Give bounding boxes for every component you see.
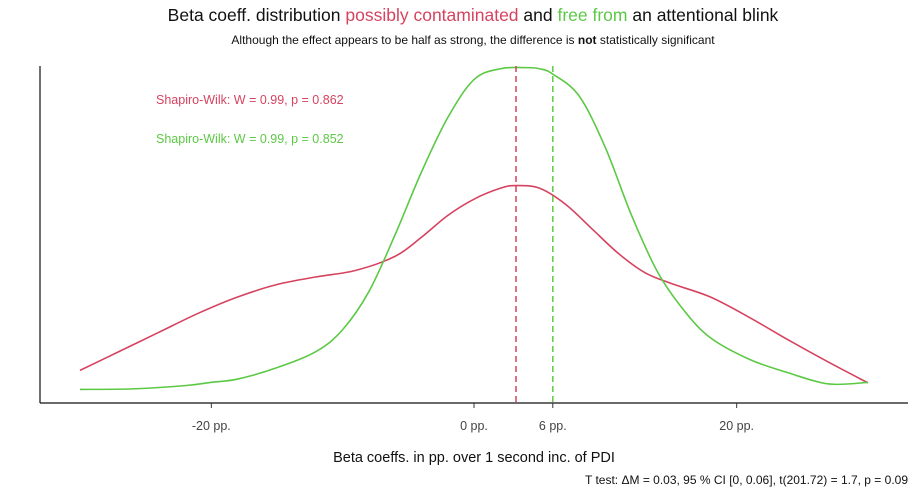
title-part-5: an attentional blink xyxy=(627,5,779,25)
shapiro-wilk-contaminated: Shapiro-Wilk: W = 0.99, p = 0.862 xyxy=(156,93,344,107)
mean-lines xyxy=(515,66,554,403)
title-part-free: free from xyxy=(557,5,628,25)
density-curve-free xyxy=(79,66,869,391)
chart-title: Beta coeff. distribution possibly contam… xyxy=(0,5,916,26)
x-tick-label: 0 pp. xyxy=(460,419,488,433)
shapiro-wilk-free: Shapiro-Wilk: W = 0.99, p = 0.852 xyxy=(156,132,344,146)
x-tick-label: 6 pp. xyxy=(539,419,567,433)
subtitle-after: statistically significant xyxy=(596,33,715,47)
subtitle-before: Although the effect appears to be half a… xyxy=(231,33,578,47)
series-group xyxy=(79,66,869,391)
x-tick-label: 20 pp. xyxy=(719,419,754,433)
x-ticks: -20 pp. 0 pp. 6 pp. 20 pp. xyxy=(192,403,754,433)
subtitle-bold: not xyxy=(577,33,597,47)
title-part-3: and xyxy=(518,5,558,25)
axes xyxy=(39,66,908,404)
t-test-caption: T test: ΔM = 0.03, 95 % CI [0, 0.06], t(… xyxy=(585,473,908,487)
density-curve-contaminated xyxy=(79,184,869,384)
x-axis-title: Beta coeffs. in pp. over 1 second inc. o… xyxy=(333,450,615,466)
title-part-1: Beta coeff. distribution xyxy=(167,5,346,25)
x-tick-label: -20 pp. xyxy=(192,419,231,433)
title-part-contaminated: possibly contaminated xyxy=(345,5,519,25)
chart-subtitle: Although the effect appears to be half a… xyxy=(0,33,916,47)
